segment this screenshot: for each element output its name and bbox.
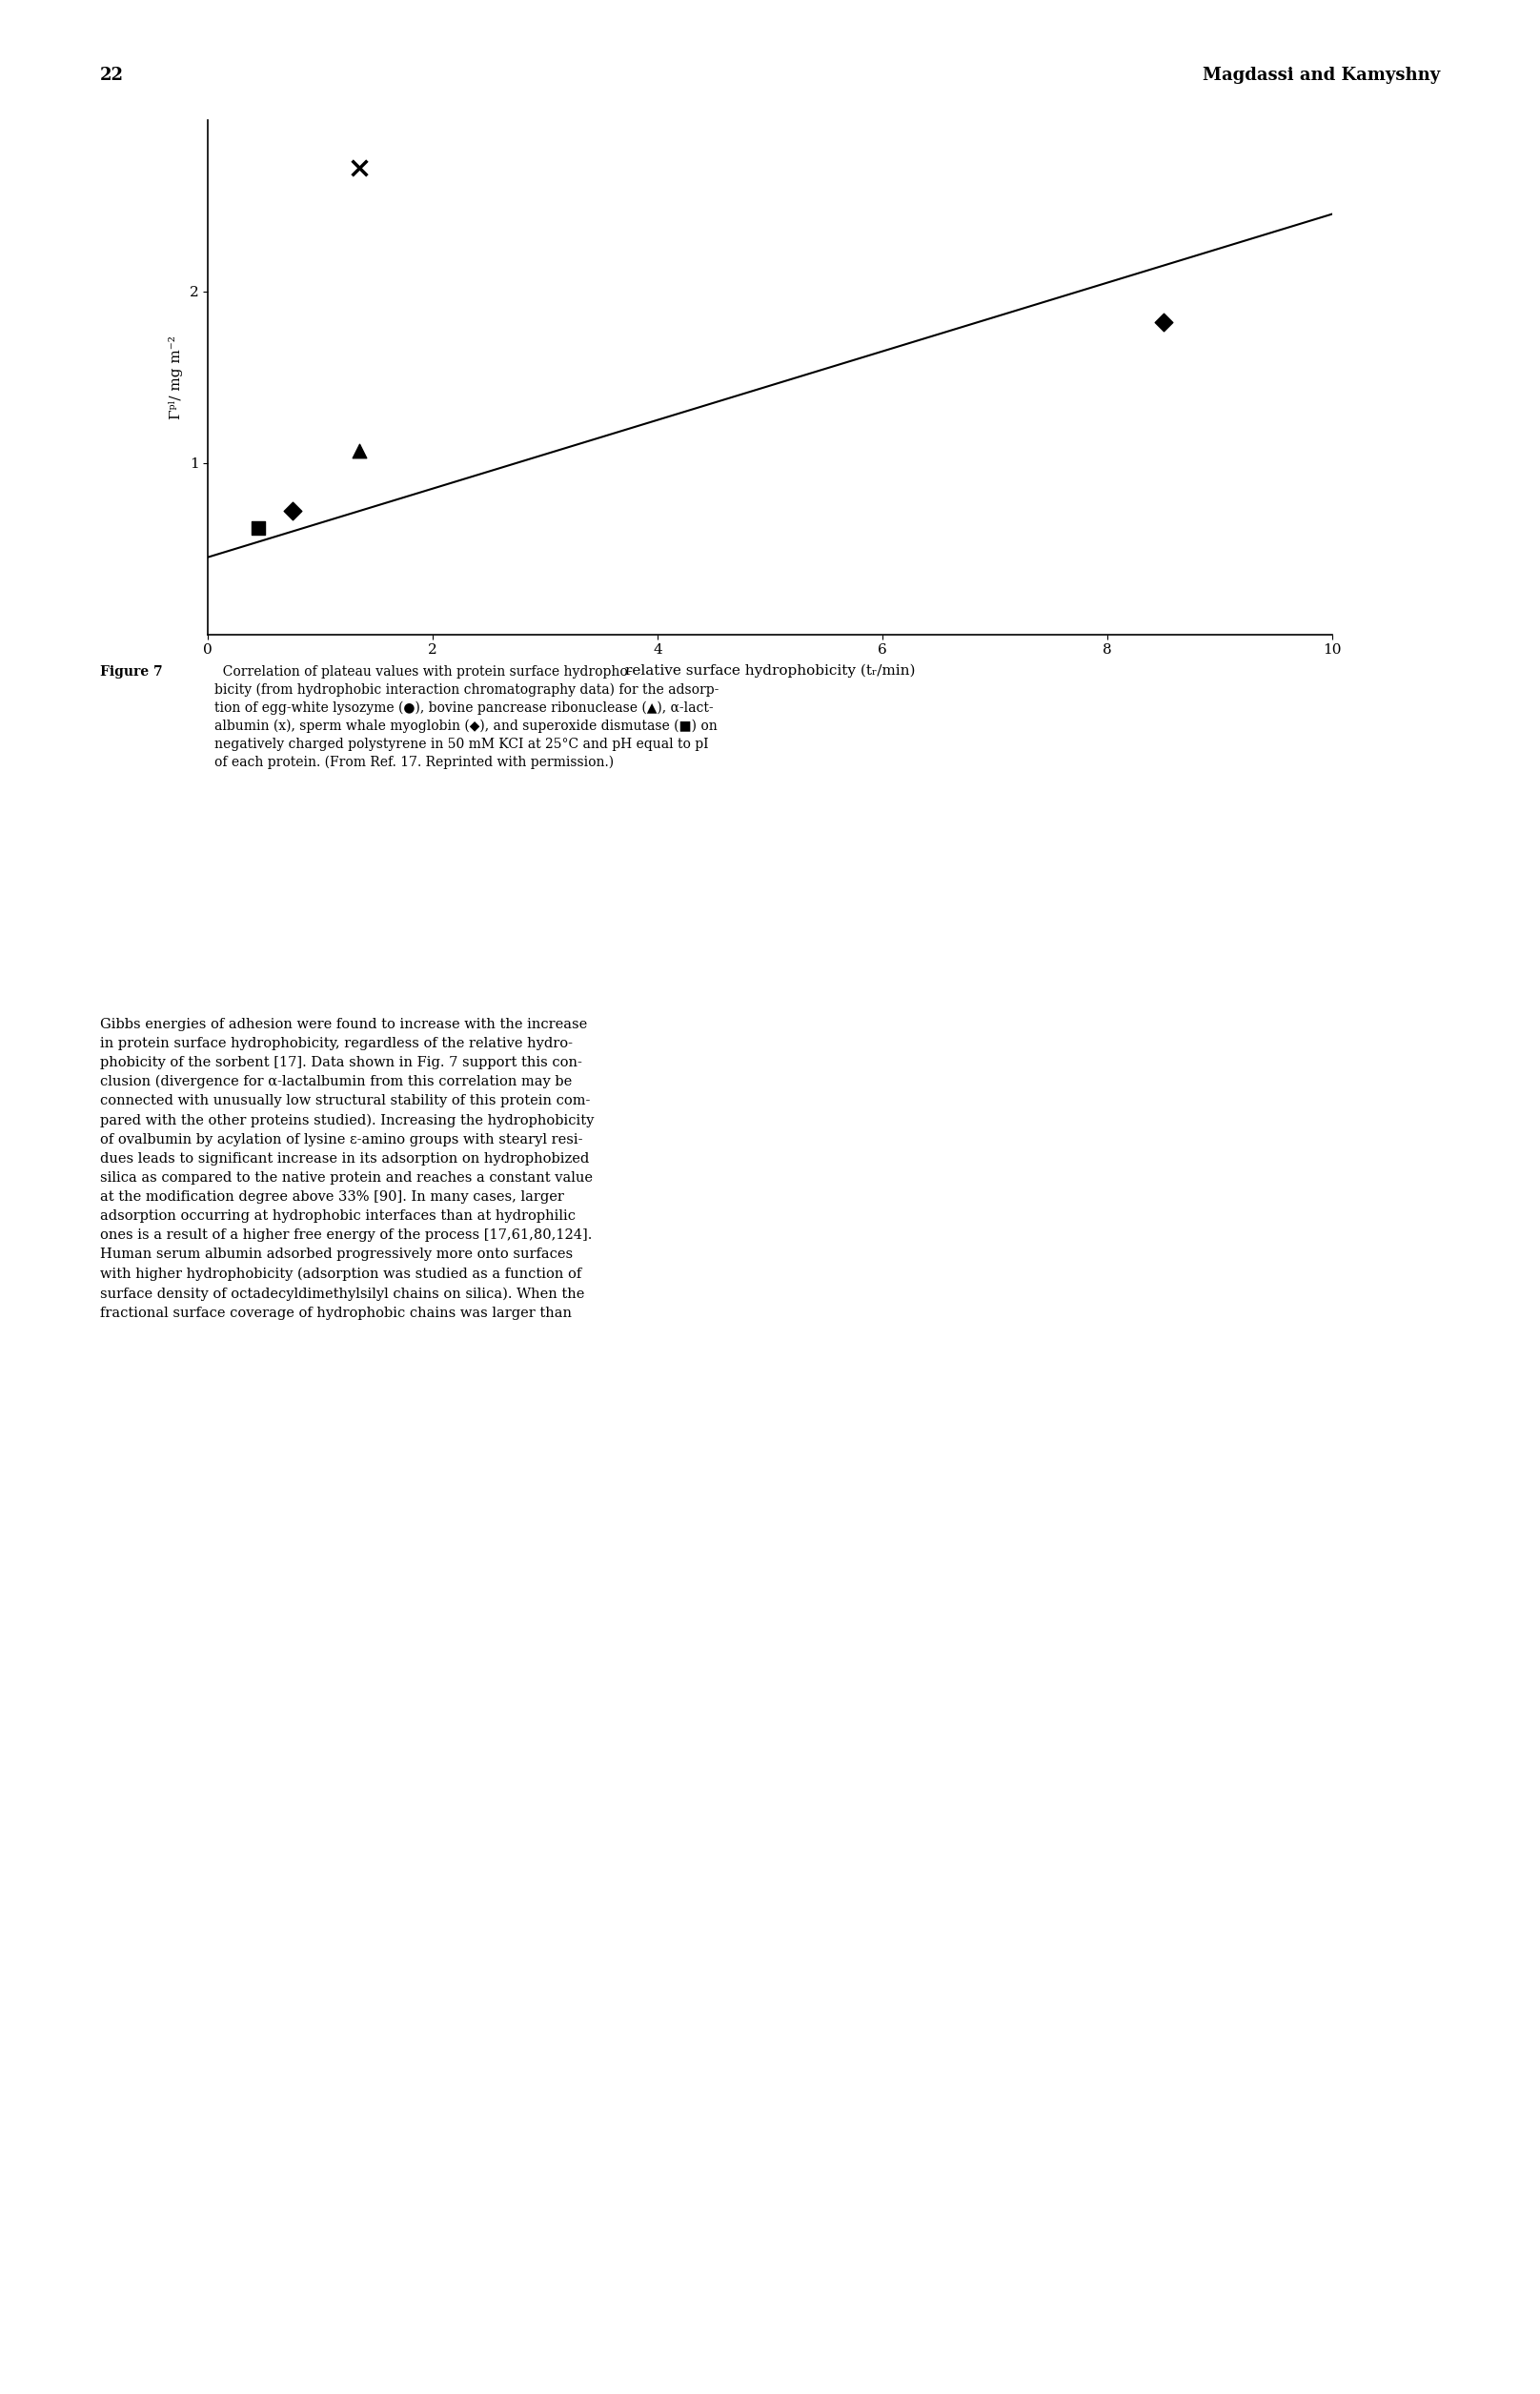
Point [246, 510, 271, 548]
Y-axis label: Γᵖˡ/ mg m⁻²: Γᵖˡ/ mg m⁻² [168, 335, 183, 419]
Text: Figure 7: Figure 7 [100, 666, 163, 680]
Text: Magdassi and Kamyshny: Magdassi and Kamyshny [1203, 67, 1440, 84]
Point [280, 491, 305, 529]
Text: Correlation of plateau values with protein surface hydropho-
bicity (from hydrop: Correlation of plateau values with prote… [214, 666, 719, 768]
Point [348, 431, 373, 469]
Point [348, 148, 373, 187]
Text: Gibbs energies of adhesion were found to increase with the increase
in protein s: Gibbs energies of adhesion were found to… [100, 1017, 594, 1319]
Text: 22: 22 [100, 67, 123, 84]
Point [1150, 304, 1177, 342]
X-axis label: relative surface hydrophobicity (tᵣ/min): relative surface hydrophobicity (tᵣ/min) [625, 663, 915, 678]
